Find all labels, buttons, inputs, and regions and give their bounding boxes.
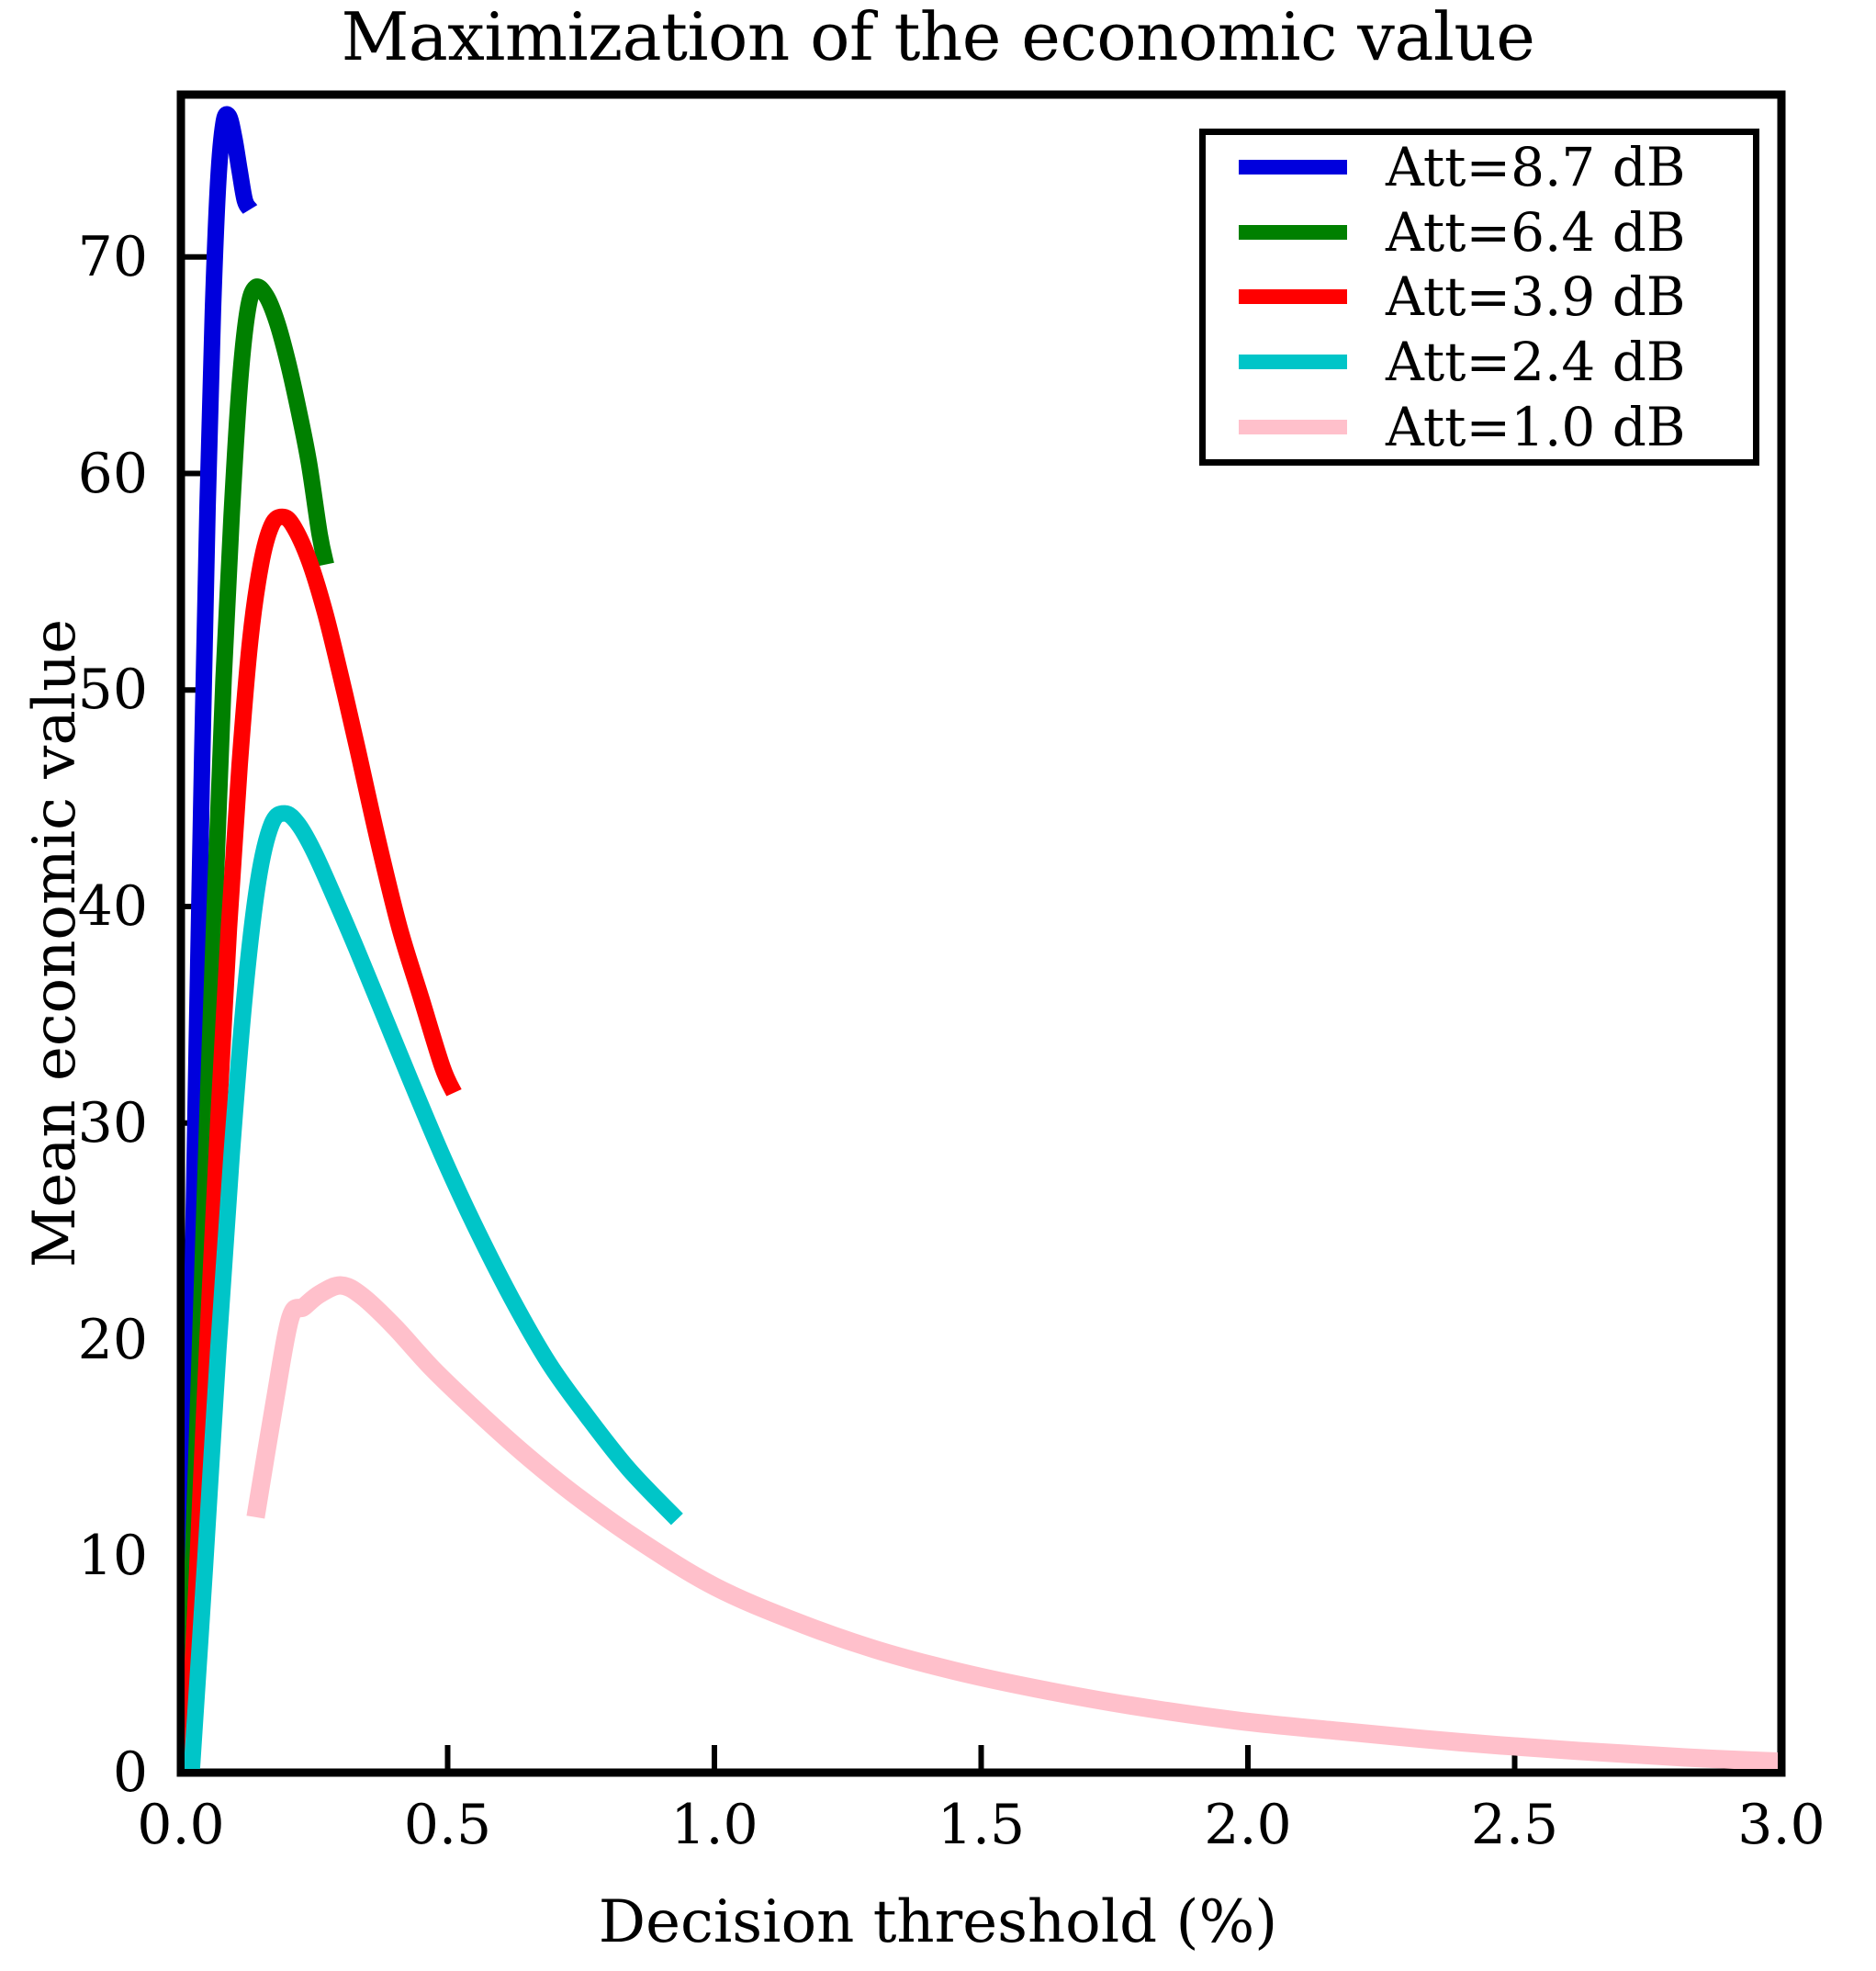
x-axis-label: Decision threshold (%): [598, 1888, 1278, 1956]
series-line: [185, 805, 683, 1769]
series-lines: [185, 106, 1778, 1769]
y-tick-label: 20: [77, 1307, 148, 1372]
x-tick-label: 1.5: [937, 1793, 1026, 1857]
legend-label: Att=2.4 dB: [1386, 331, 1686, 394]
y-tick-label: 30: [77, 1090, 148, 1155]
y-tick-label: 40: [77, 874, 148, 940]
x-tick-label: 3.0: [1737, 1793, 1825, 1857]
y-tick-label: 60: [77, 441, 148, 506]
y-tick-label: 0: [112, 1740, 148, 1805]
x-tick-label: 2.0: [1204, 1793, 1292, 1857]
legend-label: Att=8.7 dB: [1386, 136, 1686, 199]
legend-item[interactable]: Att=2.4 dB: [1206, 330, 1753, 395]
y-tick-label: 50: [77, 658, 148, 723]
legend-color-swatch: [1239, 160, 1347, 175]
legend-item[interactable]: Att=1.0 dB: [1206, 394, 1753, 459]
legend-color-swatch: [1239, 224, 1347, 240]
chart-title: Maximization of the economic value: [341, 0, 1535, 75]
legend-label: Att=1.0 dB: [1386, 395, 1686, 458]
y-axis-label: Mean economic value: [21, 618, 89, 1268]
legend-color-swatch: [1239, 419, 1347, 434]
x-tick-label: 0.5: [403, 1793, 492, 1857]
legend-label: Att=6.4 dB: [1386, 200, 1686, 264]
x-tick-label: 2.5: [1470, 1793, 1559, 1857]
x-tick-label: 1.0: [670, 1793, 758, 1857]
series-line: [246, 1276, 1778, 1769]
legend-color-swatch: [1239, 289, 1347, 305]
y-tick-label: 70: [77, 224, 148, 289]
x-tick-label: 0.0: [137, 1793, 225, 1857]
legend-item[interactable]: Att=8.7 dB: [1206, 135, 1753, 200]
y-tick-label: 10: [77, 1524, 148, 1589]
series-line: [185, 508, 462, 1769]
legend-color-swatch: [1239, 355, 1347, 370]
legend: Att=8.7 dB Att=6.4 dB Att=3.9 dB Att=2.4 dB…: [1199, 129, 1759, 466]
legend-label: Att=3.9 dB: [1386, 265, 1686, 329]
legend-item[interactable]: Att=6.4 dB: [1206, 200, 1753, 265]
legend-item[interactable]: Att=3.9 dB: [1206, 265, 1753, 330]
